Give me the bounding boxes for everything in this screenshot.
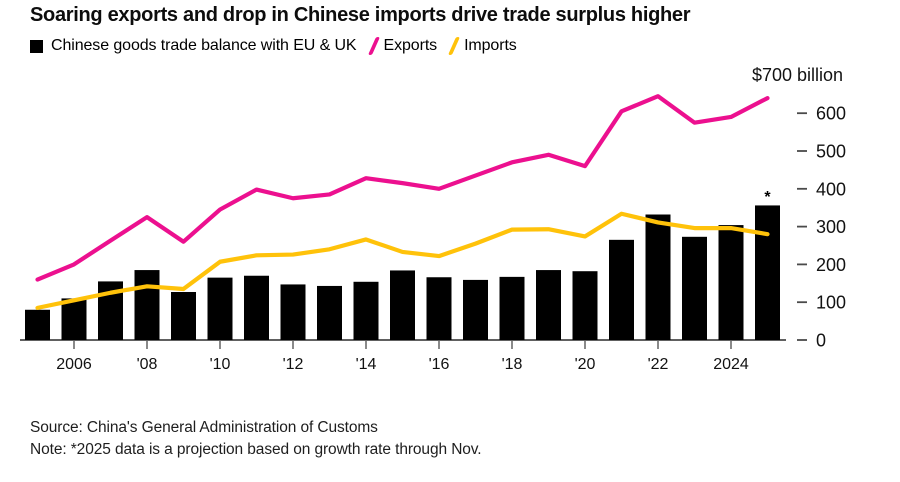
y-tick-label-500: 500 <box>816 142 846 162</box>
bar-2012 <box>280 284 306 340</box>
legend-item-balance: Chinese goods trade balance with EU & UK <box>30 37 357 55</box>
legend-label-balance: Chinese goods trade balance with EU & UK <box>51 37 357 54</box>
y-tick-label-600: 600 <box>816 104 846 124</box>
x-tick-label-10: '10 <box>210 356 231 373</box>
legend-label-imports: Imports <box>464 37 517 54</box>
legend: Chinese goods trade balance with EU & UK… <box>30 37 517 55</box>
bar-2018 <box>499 276 525 340</box>
legend-item-imports: Imports <box>448 37 517 55</box>
bar-2022 <box>645 214 671 340</box>
bar-2005 <box>25 309 50 340</box>
bar-2017 <box>463 279 488 340</box>
bar-2010 <box>207 277 233 340</box>
projection-asterisk: * <box>764 189 771 206</box>
bar-2023 <box>682 236 707 340</box>
bar-2015 <box>390 270 415 340</box>
bar-2014 <box>353 281 379 340</box>
imports-line <box>35 211 770 310</box>
bar-2009 <box>171 291 196 340</box>
page-title: Soaring exports and drop in Chinese impo… <box>30 4 691 26</box>
bar-2013 <box>317 285 342 340</box>
x-tick-label-16: '16 <box>429 356 450 373</box>
bar-2020 <box>572 271 598 340</box>
bar-2024 <box>718 225 744 340</box>
footer: Source: China's General Administration o… <box>30 417 482 461</box>
x-tick-label-2024: 2024 <box>713 356 749 373</box>
x-tick-label-2006: 2006 <box>56 356 92 373</box>
bar-2011 <box>244 275 269 340</box>
x-tick-label-08: '08 <box>137 356 158 373</box>
bar-2016 <box>426 277 452 340</box>
bar-2019 <box>536 270 561 340</box>
balance-swatch-icon <box>30 39 43 53</box>
x-tick-label-22: '22 <box>648 356 669 373</box>
bar-2008 <box>134 270 160 340</box>
y-tick-label-300: 300 <box>816 217 846 237</box>
y-tick-label-100: 100 <box>816 293 846 313</box>
bar-2025 <box>755 205 780 340</box>
x-tick-label-14: '14 <box>356 356 377 373</box>
bar-2021 <box>609 239 634 340</box>
legend-label-exports: Exports <box>383 37 438 54</box>
x-tick-label-20: '20 <box>575 356 596 373</box>
bar-2006 <box>61 298 87 340</box>
x-tick-label-12: '12 <box>283 356 304 373</box>
note-line: Note: *2025 data is a projection based o… <box>30 441 482 458</box>
y-tick-label-200: 200 <box>816 255 846 275</box>
source-line: Source: China's General Administration o… <box>30 419 378 436</box>
legend-item-exports: Exports <box>367 37 438 55</box>
y-tick-label-0: 0 <box>816 331 826 351</box>
x-tick-label-18: '18 <box>502 356 523 373</box>
axis-unit-label: $700 billion <box>752 65 843 85</box>
y-tick-label-400: 400 <box>816 179 846 199</box>
exports-line <box>35 94 770 282</box>
